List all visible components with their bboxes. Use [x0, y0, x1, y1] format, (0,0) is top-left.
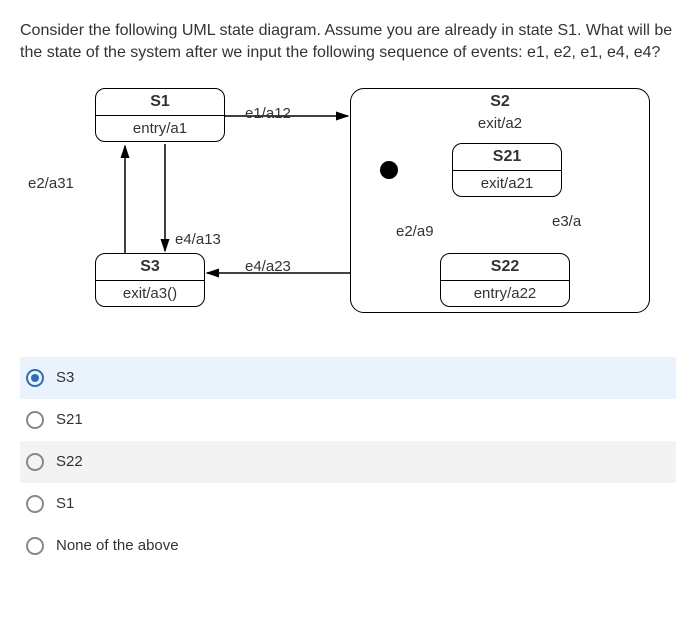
radio-icon [26, 453, 44, 471]
radio-icon [26, 369, 44, 387]
state-s21: S21 exit/a21 [452, 143, 562, 197]
state-s21-body: exit/a21 [453, 171, 561, 196]
state-s22-title: S22 [441, 254, 569, 281]
label-e2-a31: e2/a31 [28, 175, 74, 192]
option-label: S22 [56, 453, 83, 470]
uml-state-diagram: S1 entry/a1 S3 exit/a3() S2 exit/a2 S21 … [20, 83, 660, 343]
option-label: S1 [56, 495, 74, 512]
state-s22: S22 entry/a22 [440, 253, 570, 307]
label-e1-a12: e1/a12 [245, 105, 291, 122]
label-e2-a9: e2/a9 [396, 223, 434, 240]
state-s1: S1 entry/a1 [95, 88, 225, 142]
option-label: S21 [56, 411, 83, 428]
label-e3-a: e3/a [552, 213, 581, 230]
radio-icon [26, 411, 44, 429]
label-e4-a13: e4/a13 [175, 231, 221, 248]
state-s2-sub: exit/a2 [478, 115, 522, 132]
state-s3: S3 exit/a3() [95, 253, 205, 307]
state-s21-title: S21 [453, 144, 561, 171]
option-s3[interactable]: S3 [20, 357, 676, 399]
option-s21[interactable]: S21 [20, 399, 676, 441]
state-s3-title: S3 [96, 254, 204, 281]
question-text: Consider the following UML state diagram… [20, 20, 676, 65]
state-s2-title: S2 [490, 93, 510, 111]
state-s1-body: entry/a1 [96, 116, 224, 141]
state-s1-title: S1 [96, 89, 224, 116]
answer-options: S3 S21 S22 S1 None of the above [20, 357, 676, 567]
initial-state-dot [380, 161, 398, 179]
radio-icon [26, 537, 44, 555]
option-s22[interactable]: S22 [20, 441, 676, 483]
option-label: None of the above [56, 537, 179, 554]
state-s22-body: entry/a22 [441, 281, 569, 306]
option-none[interactable]: None of the above [20, 525, 676, 567]
option-s1[interactable]: S1 [20, 483, 676, 525]
state-s3-body: exit/a3() [96, 281, 204, 306]
option-label: S3 [56, 369, 74, 386]
radio-icon [26, 495, 44, 513]
label-e4-a23: e4/a23 [245, 258, 291, 275]
